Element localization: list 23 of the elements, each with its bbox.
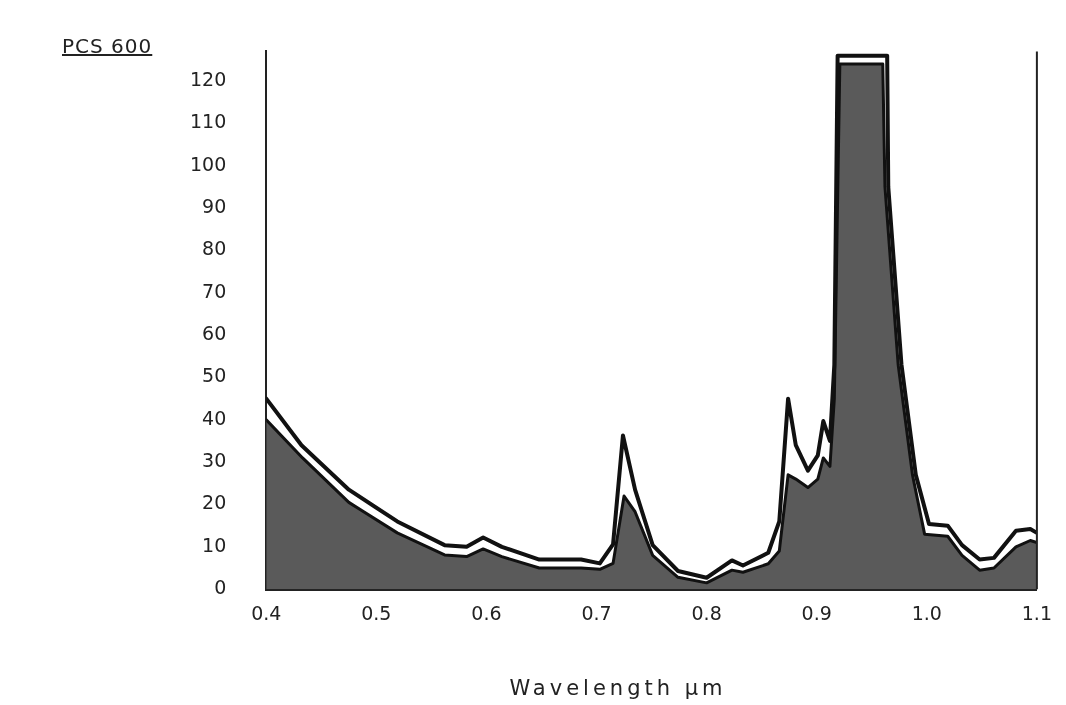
y-tick-label: 90 bbox=[202, 195, 227, 218]
y-tick-label: 80 bbox=[202, 237, 227, 260]
chart-title: PCS 600 bbox=[62, 34, 153, 58]
y-tick-label: 50 bbox=[202, 364, 227, 387]
x-tick-label: 0.8 bbox=[691, 601, 722, 624]
x-tick-label: 0.5 bbox=[361, 601, 392, 624]
y-tick-label: 20 bbox=[202, 491, 227, 514]
y-tick-label: 110 bbox=[190, 110, 227, 133]
y-tick-label: 40 bbox=[202, 406, 227, 429]
x-tick-label: 1.1 bbox=[1021, 601, 1052, 624]
y-tick-label: 0 bbox=[214, 576, 227, 599]
y-tick-label: 10 bbox=[202, 533, 227, 556]
y-tick-label: 100 bbox=[190, 152, 227, 175]
x-tick-label: 0.7 bbox=[581, 601, 612, 624]
y-tick-label: 70 bbox=[202, 279, 227, 302]
y-tick-label: 120 bbox=[190, 67, 227, 90]
x-tick-label: 1.0 bbox=[911, 601, 942, 624]
y-tick-label: 60 bbox=[202, 322, 227, 345]
y-tick-label: 30 bbox=[202, 449, 227, 472]
x-tick-label: 0.6 bbox=[471, 601, 502, 624]
x-axis-title: Wavelength µm bbox=[508, 676, 728, 700]
x-tick-label: 0.4 bbox=[251, 601, 282, 624]
x-tick-label: 0.9 bbox=[801, 601, 832, 624]
